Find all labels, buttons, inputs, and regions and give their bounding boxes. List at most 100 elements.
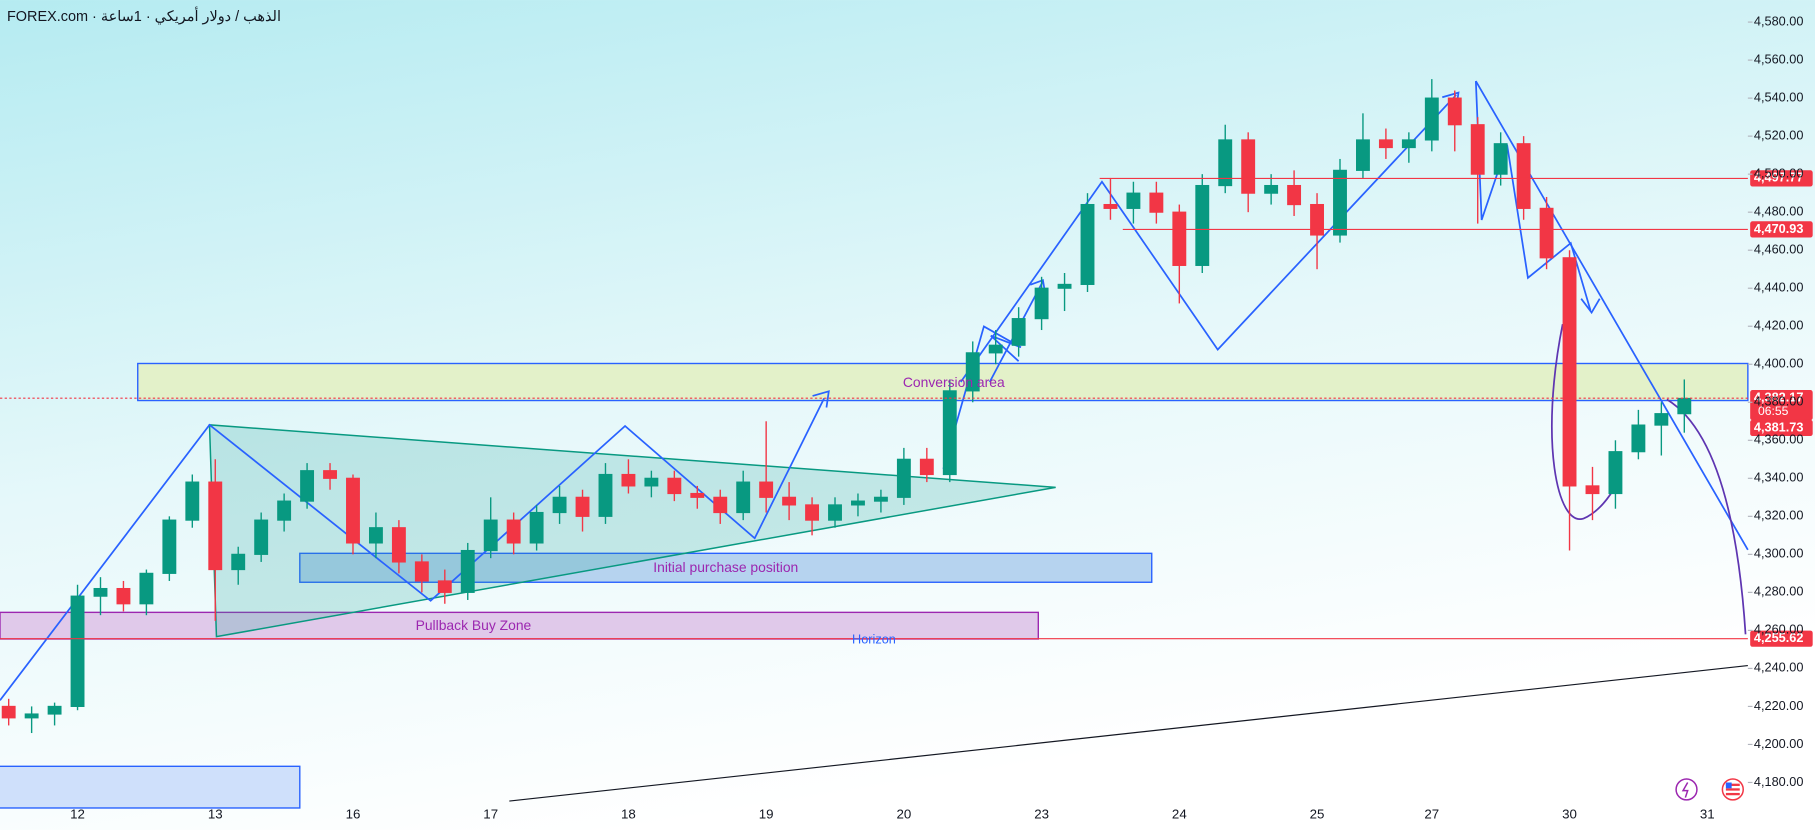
trend-line [509,665,1748,802]
price-label: 4,255.62 [1754,630,1804,645]
candle-body [598,473,613,517]
price-label-box [1750,170,1813,187]
y-tick-label: 4,420.00 [1754,318,1804,333]
candle-body [368,527,383,544]
candle-body [1493,143,1508,175]
candle-body [1562,257,1577,487]
icon [1681,782,1689,798]
y-tick-label: 4,380.00 [1754,394,1804,409]
x-tick-label: 23 [1034,806,1049,821]
arrow-head [1580,298,1601,315]
candle-body [1608,451,1623,495]
x-tick-label: 18 [621,806,636,821]
candle-body [1310,203,1324,236]
candle-body [552,496,567,514]
price-label: 4,497.77 [1754,170,1804,185]
candle-body [139,572,154,605]
y-tick-label: 4,220.00 [1754,698,1804,713]
candle-body [942,390,957,476]
zigzag [1474,81,1592,311]
icon [1725,788,1740,791]
candle-body [1654,413,1669,426]
y-tick-label: 4,500.00 [1754,166,1804,181]
y-tick-label: 4,340.00 [1754,470,1804,485]
candle-body [1401,139,1416,149]
y-tick-label: 4,320.00 [1754,508,1804,523]
y-tick-label: 4,460.00 [1754,242,1804,257]
candle-body [1539,207,1554,259]
icon [1725,782,1732,789]
y-tick-label: 4,440.00 [1754,280,1804,295]
candle-body [437,580,452,593]
candle-body [300,470,315,502]
price-label-box [1750,419,1813,437]
candle-body [1149,192,1164,213]
candle-body [896,458,911,498]
y-tick-label: 4,520.00 [1754,127,1804,142]
chart-title: FOREX.com · الذهب / دولار أمريكي · 1ساعة [7,6,281,25]
candle-body [1378,139,1393,149]
y-tick-label: 4,400.00 [1754,356,1804,371]
candles [1,79,1692,734]
x-tick-label: 17 [483,806,498,821]
candle-body [1631,424,1646,453]
candle-body [1333,169,1347,236]
candle-body [116,587,131,605]
candle-body [254,519,269,555]
y-tick-label: 4,180.00 [1754,774,1804,789]
x-tick-label: 30 [1562,806,1577,821]
candle-body [690,492,705,498]
arrow-head [812,390,830,408]
candle-body [1,705,16,719]
icon[interactable] [1675,778,1698,801]
candle-body [1516,143,1531,209]
candle-body [1103,203,1118,209]
candle-body [575,496,590,517]
candle-body [1356,139,1370,171]
y-tick-label: 4,300.00 [1754,546,1804,561]
price-label: 4,381.73 [1754,419,1804,434]
candle-body [346,477,360,544]
candle-body [782,496,797,506]
candle-body [1264,184,1279,194]
candle-body [1011,318,1026,346]
conversion-zone [137,362,1749,402]
candle-body [828,504,842,521]
y-tick-label: 4,480.00 [1754,204,1804,219]
price-label-box [1750,390,1813,421]
x-tick-label: 20 [896,806,911,821]
candle-body [805,504,820,521]
candle-body [1447,97,1462,126]
y-tick-label: 4,260.00 [1754,622,1804,637]
candle-body [851,500,865,506]
y-tick-label: 4,360.00 [1754,432,1804,447]
candle-body [70,595,85,707]
candle-body [1287,184,1302,206]
x-tick-label: 31 [1700,806,1715,821]
candle-body [621,473,636,487]
candle-body [162,519,177,574]
x-tick-label: 25 [1310,806,1325,821]
candle-body [667,477,682,495]
candle-body [391,527,406,563]
y-tick-label: 4,560.00 [1754,51,1804,66]
candle-body [1195,184,1210,266]
candle-body [965,352,980,392]
price-label-box [1750,221,1813,238]
candle-body [414,561,429,582]
x-tick-label: 27 [1424,806,1439,821]
y-tick-label: 4,580.00 [1754,13,1804,28]
candle-body [1080,203,1095,285]
candle-body [759,481,774,498]
candle-body [483,519,498,552]
y-tick-label: 4,200.00 [1754,736,1804,751]
candle-body [529,511,544,544]
countdown: 06:55 [1758,404,1789,418]
candle-body [277,500,292,521]
candle-body [1057,283,1072,289]
x-tick-label: 24 [1172,806,1187,821]
candle-body [1034,287,1049,320]
